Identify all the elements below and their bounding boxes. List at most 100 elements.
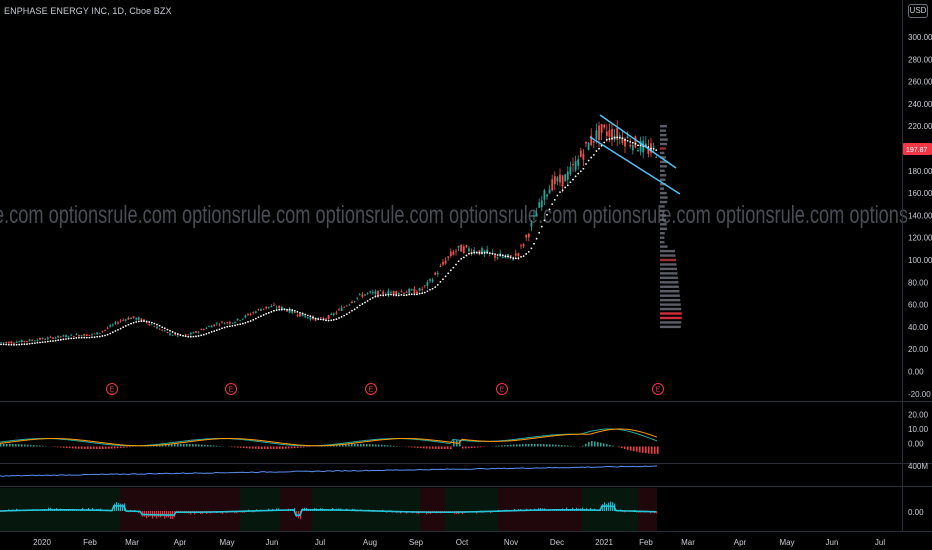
- macd-histogram-bar: [393, 445, 395, 447]
- ma-dot: [101, 335, 104, 337]
- ma-dot: [91, 336, 93, 339]
- ma-dot: [507, 255, 509, 258]
- macd-histogram-bar: [612, 445, 614, 447]
- candle-body: [423, 285, 426, 287]
- candle-body: [652, 146, 655, 148]
- ma-dot: [156, 323, 158, 326]
- candle-body: [28, 339, 31, 342]
- earnings-marker-circle: [496, 383, 508, 395]
- volume-profile-bar: [660, 307, 682, 311]
- ma-dot: [267, 311, 270, 314]
- oscillator-bar: [296, 511, 298, 518]
- candle-body: [592, 141, 595, 143]
- macd-histogram-bar: [60, 446, 62, 448]
- candle-body: [239, 320, 242, 322]
- ma-dot: [486, 251, 489, 254]
- ma-dot: [548, 208, 551, 211]
- macd-histogram-bar: [270, 446, 272, 450]
- volume-profile-bar: [660, 240, 665, 244]
- trend-channel-lower: [589, 136, 681, 195]
- ma-dot: [522, 255, 525, 258]
- candle-body: [85, 334, 88, 336]
- volume-profile-bar: [660, 178, 666, 181]
- earnings-marker-label: E: [229, 387, 234, 394]
- ma-dot: [306, 314, 309, 317]
- ma-dot: [335, 318, 338, 321]
- macd-histogram-bar: [174, 444, 176, 447]
- volume-profile-bar: [660, 187, 665, 190]
- earnings-marker-label: E: [369, 387, 374, 394]
- ma-dot: [36, 341, 39, 344]
- candle-body: [104, 329, 106, 331]
- ma-dot: [179, 334, 182, 336]
- ma-dot: [525, 253, 528, 255]
- oscillator-tick-label: 0.00: [908, 508, 924, 517]
- ma-dot: [340, 315, 343, 318]
- macd-histogram-bar: [597, 442, 599, 447]
- ma-dot: [304, 313, 307, 316]
- candle-body: [163, 330, 166, 332]
- candle-body: [161, 329, 164, 331]
- price-tick-label: 0.00: [908, 368, 924, 377]
- candle-body: [221, 321, 223, 323]
- volume-profile-bar: [660, 165, 667, 168]
- candle-body: [351, 301, 353, 303]
- currency-button[interactable]: USD: [908, 4, 928, 18]
- candle-body: [291, 309, 294, 313]
- macd-histogram-bar: [42, 445, 44, 447]
- macd-histogram-bar: [84, 446, 86, 449]
- ma-dot: [13, 343, 15, 346]
- macd-histogram-bar: [189, 444, 191, 447]
- candle-body: [236, 318, 239, 321]
- ma-dot: [473, 251, 476, 254]
- ma-dot: [629, 141, 632, 143]
- price-axis: 300.00280.00260.00240.00220.00200.00180.…: [908, 33, 932, 517]
- volume-profile-bar: [660, 147, 666, 150]
- ma-dot: [192, 335, 195, 338]
- ma-dot: [234, 324, 236, 327]
- candle-body: [169, 333, 171, 335]
- oscillator-band: [240, 488, 280, 531]
- candle-body: [166, 331, 169, 334]
- candle-body: [137, 317, 140, 320]
- candle-body: [296, 314, 299, 316]
- macd-histogram-bar: [117, 446, 119, 449]
- candle-body: [364, 294, 366, 296]
- candle-body: [228, 321, 231, 324]
- macd-histogram-bar: [129, 446, 131, 448]
- macd-histogram-bar: [207, 444, 209, 447]
- ma-dot: [551, 203, 554, 206]
- candle-body: [70, 334, 73, 336]
- macd-histogram-bar: [96, 446, 98, 450]
- candle-body: [109, 325, 112, 327]
- candle-body: [252, 312, 255, 314]
- ma-dot: [384, 294, 387, 296]
- macd-histogram-bar: [339, 444, 341, 447]
- ma-dot: [163, 327, 166, 330]
- candle-body: [111, 324, 114, 326]
- ma-dot: [439, 280, 442, 283]
- ma-dot: [260, 315, 262, 318]
- ma-dot: [431, 287, 434, 290]
- ma-dot: [239, 323, 242, 326]
- candle-body: [543, 190, 546, 200]
- time-tick-label: Mar: [125, 538, 139, 547]
- macd-histogram-bar: [237, 446, 239, 448]
- ma-dot: [650, 147, 652, 150]
- ma-dot: [405, 294, 408, 296]
- candle-body: [15, 341, 18, 343]
- price-tick-label: 100.00: [908, 256, 932, 265]
- ma-dot: [132, 321, 135, 324]
- macd-tick-label: 20.00: [908, 411, 929, 420]
- ma-dot: [631, 141, 634, 144]
- macd-histogram-bar: [609, 444, 611, 447]
- macd-histogram-bar: [627, 446, 629, 450]
- candle-body: [361, 294, 364, 297]
- macd-histogram-bar: [438, 446, 440, 449]
- ma-dot: [257, 316, 260, 319]
- ma-dot: [15, 343, 18, 346]
- volume-profile-bar: [660, 298, 681, 302]
- candle-body: [517, 253, 520, 257]
